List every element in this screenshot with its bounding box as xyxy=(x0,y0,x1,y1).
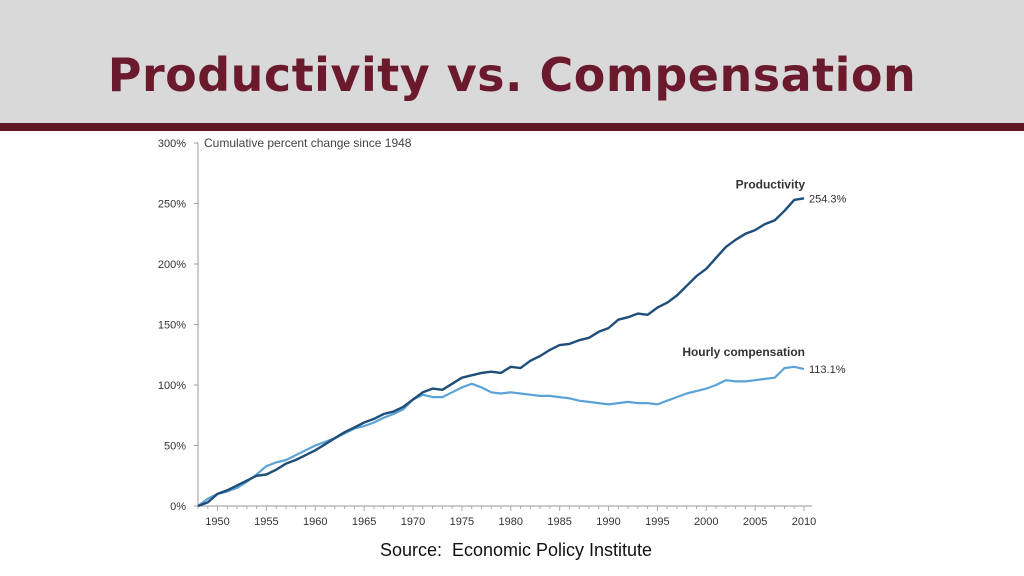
x-tick-label: 1985 xyxy=(547,516,571,528)
end-value-productivity: 254.3% xyxy=(809,193,847,205)
x-tick-label: 1990 xyxy=(596,516,620,528)
y-tick-label: 0% xyxy=(170,501,186,513)
x-tick-label: 2005 xyxy=(743,516,767,528)
title-header-band xyxy=(0,0,1024,123)
source-note: Source: Economic Policy Institute xyxy=(379,540,653,560)
line-chart: 0%50%100%150%200%250%300% 1950 1955 1960 19… xyxy=(158,136,847,528)
series-line-hourly-compensation xyxy=(197,365,805,507)
y-tick-label: 150% xyxy=(158,320,186,332)
y-tick-label: 100% xyxy=(158,380,186,392)
x-tick-label: 1950 xyxy=(205,516,229,528)
end-value-hourly-compensation: 113.1% xyxy=(809,364,846,376)
x-tick-label: 1965 xyxy=(352,516,376,528)
x-tick-label: 1970 xyxy=(401,516,425,528)
x-tick-label: 1980 xyxy=(499,516,523,528)
y-tick-label: 200% xyxy=(158,259,186,271)
y-tick-label: 50% xyxy=(164,441,186,453)
x-tick-label: 1960 xyxy=(303,516,327,528)
y-tick-label: 300% xyxy=(158,138,186,150)
y-axis-label: Cumulative percent change since 1948 xyxy=(204,136,412,150)
x-tick-label: 1955 xyxy=(254,516,278,528)
y-tick-label: 250% xyxy=(158,199,186,211)
series-name-productivity: Productivity xyxy=(736,177,806,191)
x-tick-label: 2010 xyxy=(792,516,816,528)
series-line-productivity xyxy=(197,197,805,508)
title-divider-rule xyxy=(0,123,1024,131)
x-tick-label: 1975 xyxy=(450,516,474,528)
x-tick-label: 2000 xyxy=(694,516,718,528)
slide-title: Productivity vs. Compensation xyxy=(107,48,917,102)
y-axis-ticks: 0% 50% 100% 150% 200% 250% 300% xyxy=(158,138,198,513)
x-tick-label: 1995 xyxy=(645,516,669,528)
series-name-hourly-compensation: Hourly compensation xyxy=(682,345,805,359)
x-axis-ticks: 1950 1955 1960 1965 1970 1975 1980 1985 1990 1995… xyxy=(197,506,816,528)
